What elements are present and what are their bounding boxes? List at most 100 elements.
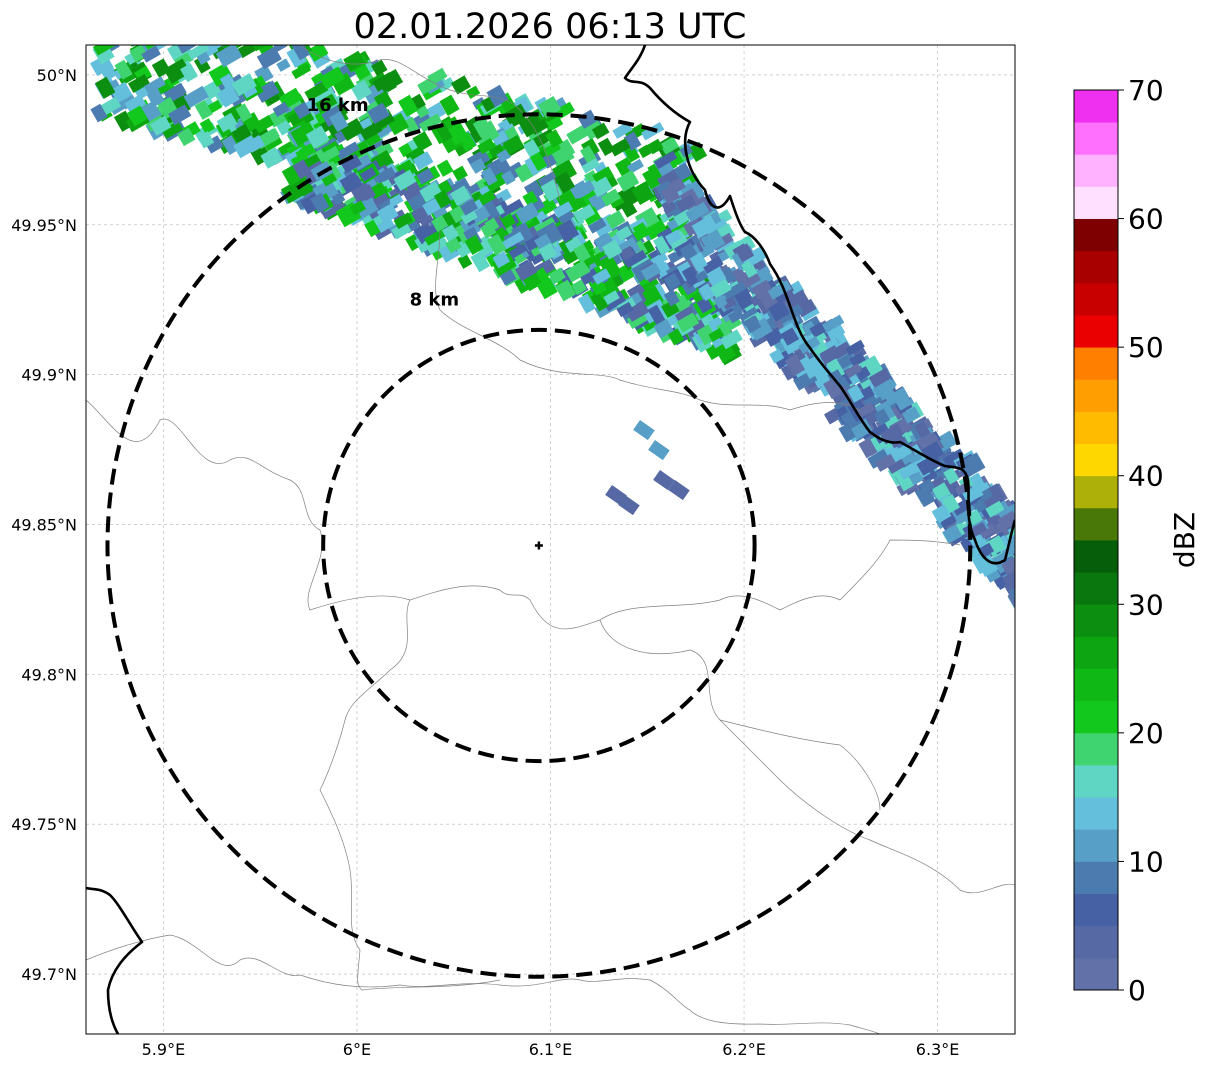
echo-cell xyxy=(464,234,484,255)
echo-cell xyxy=(633,420,655,441)
colorbar: 0 10 20 30 40 50 60 70 dBZ xyxy=(1073,74,1201,1007)
echo-cell xyxy=(938,511,957,529)
echo-cell xyxy=(590,278,607,296)
x-tick-label: 6.2°E xyxy=(722,1040,766,1059)
x-tick-label: 6.3°E xyxy=(916,1040,960,1059)
echo-cell xyxy=(439,94,460,116)
y-axis-ticks: 50°N 49.95°N 49.9°N 49.85°N 49.8°N 49.75°N 49.… xyxy=(11,66,77,984)
echo-cell xyxy=(626,158,644,174)
echo-cell xyxy=(602,239,623,260)
echo-cell xyxy=(248,45,272,46)
echo-cell xyxy=(501,98,516,112)
echo-cell xyxy=(522,190,539,207)
echo-cell xyxy=(491,130,509,146)
echo-cell xyxy=(138,17,164,40)
echo-cell xyxy=(320,145,341,163)
echo-cell xyxy=(398,94,419,117)
echo-cell xyxy=(476,120,500,145)
echo-cell xyxy=(595,278,620,301)
echo-cell xyxy=(702,255,724,274)
echo-cell xyxy=(376,69,404,93)
echo-cell xyxy=(199,118,215,134)
colorbar-segment xyxy=(1074,572,1118,605)
echo-cell xyxy=(101,15,123,34)
echo-cell xyxy=(131,14,149,32)
echo-cell xyxy=(146,15,169,34)
echo-cell xyxy=(942,524,963,544)
x-tick-label: 5.9°E xyxy=(142,1040,186,1059)
echo-cell xyxy=(565,260,591,283)
echo-cell xyxy=(1014,546,1015,567)
echo-cell xyxy=(350,79,372,102)
echo-cell xyxy=(638,144,652,159)
echo-cell xyxy=(654,150,678,170)
boundary-line xyxy=(86,399,841,630)
echo-cell xyxy=(501,170,516,186)
echo-cell xyxy=(343,50,366,72)
echo-cell xyxy=(480,221,497,239)
echo-cell xyxy=(197,131,215,149)
echo-cell xyxy=(914,420,931,439)
echo-cell xyxy=(100,0,120,15)
boundary-line xyxy=(719,719,881,811)
echo-cell xyxy=(253,115,275,134)
echo-cell xyxy=(616,301,634,318)
colorbar-segment xyxy=(1074,475,1118,509)
map-frame xyxy=(85,44,1016,1035)
echo-cell xyxy=(373,193,391,209)
echo-cell xyxy=(1002,568,1015,589)
boundary-line xyxy=(86,934,881,1034)
echo-cell xyxy=(1014,510,1015,530)
echo-cell xyxy=(573,243,591,263)
echo-cell xyxy=(207,27,221,41)
colorbar-segment xyxy=(1074,700,1118,734)
echo-cell xyxy=(416,168,435,185)
echo-cell xyxy=(187,45,210,60)
colorbar-segment xyxy=(1074,154,1118,187)
boundary-line xyxy=(319,599,501,991)
echo-cell xyxy=(470,205,491,224)
echo-cell xyxy=(720,329,743,350)
echo-cell xyxy=(849,418,873,440)
echo-cell xyxy=(502,231,525,250)
echo-cell xyxy=(488,143,505,158)
echo-cell xyxy=(579,145,597,164)
echo-cell xyxy=(492,251,511,269)
echo-cell xyxy=(590,291,610,312)
echo-cell xyxy=(446,122,470,146)
y-tick-label: 49.8°N xyxy=(21,665,77,684)
y-tick-label: 49.95°N xyxy=(11,216,77,235)
echo-cell xyxy=(536,277,558,300)
echo-cell xyxy=(194,99,213,120)
echo-cell xyxy=(477,189,496,206)
colorbar-tick-label: 10 xyxy=(1128,845,1164,878)
echo-cell xyxy=(868,367,893,390)
echo-cell xyxy=(349,200,367,216)
echo-cell xyxy=(681,265,701,287)
border-line-east xyxy=(623,45,1015,565)
echo-cell xyxy=(564,236,583,253)
colorbar-segment xyxy=(1074,282,1118,316)
echo-cell xyxy=(845,339,865,356)
echo-cell xyxy=(329,111,349,132)
echo-cell xyxy=(931,505,948,521)
y-tick-label: 49.85°N xyxy=(11,516,77,535)
colorbar-segment xyxy=(1074,379,1118,412)
echo-cell xyxy=(653,235,671,255)
colorbar-segment xyxy=(1074,861,1118,894)
echo-cell xyxy=(231,73,257,97)
echo-cell xyxy=(100,23,117,39)
echo-cell xyxy=(191,23,211,42)
echo-cell xyxy=(786,289,811,313)
echo-cell xyxy=(855,402,875,419)
echo-cell xyxy=(481,167,498,186)
echo-cell xyxy=(612,121,633,139)
echo-cell xyxy=(140,45,161,47)
echo-cell xyxy=(496,148,512,163)
echo-cell xyxy=(502,134,524,155)
echo-cell xyxy=(769,348,785,364)
echo-cell xyxy=(741,259,758,278)
echo-cell xyxy=(457,253,473,269)
echo-cell xyxy=(748,317,773,341)
x-tick-label: 6.1°E xyxy=(529,1040,573,1059)
